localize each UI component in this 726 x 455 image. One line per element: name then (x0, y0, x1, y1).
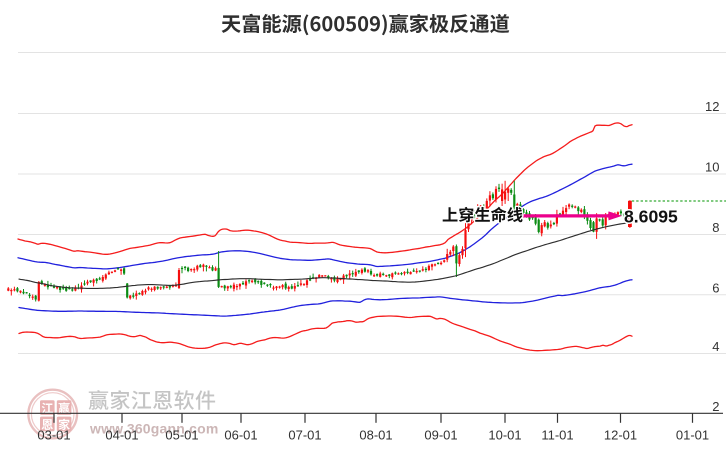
svg-text:07-01: 07-01 (288, 428, 321, 443)
svg-text:8: 8 (712, 220, 719, 235)
svg-text:04-01: 04-01 (105, 428, 138, 443)
svg-text:12: 12 (705, 99, 719, 114)
svg-text:6: 6 (712, 280, 719, 295)
svg-text:10: 10 (705, 160, 719, 175)
svg-text:12-01: 12-01 (604, 428, 637, 443)
svg-text:www.360gann.com: www.360gann.com (89, 421, 219, 437)
svg-text:10-01: 10-01 (488, 428, 521, 443)
svg-text:06-01: 06-01 (224, 428, 257, 443)
svg-text:11-01: 11-01 (541, 428, 573, 443)
svg-text:05-01: 05-01 (165, 428, 198, 443)
svg-text:01-01: 01-01 (676, 428, 709, 443)
svg-text:08-01: 08-01 (359, 428, 392, 443)
svg-text:2: 2 (712, 399, 719, 414)
svg-text:03-01: 03-01 (37, 428, 70, 443)
svg-text:09-01: 09-01 (424, 428, 457, 443)
svg-text:8.6095: 8.6095 (624, 207, 678, 227)
svg-text:4: 4 (712, 339, 719, 354)
